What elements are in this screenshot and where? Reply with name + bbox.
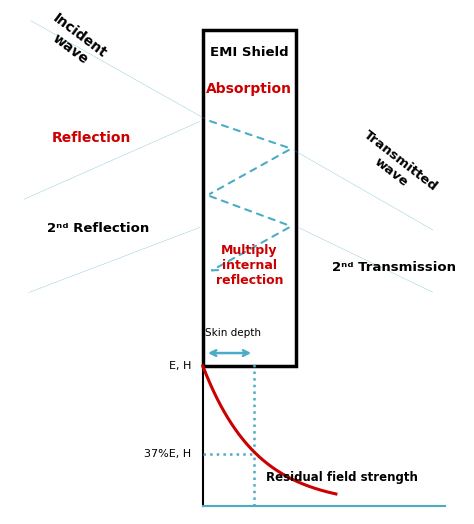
Text: Absorption: Absorption	[206, 82, 292, 96]
Text: 37%E, H: 37%E, H	[144, 449, 191, 460]
Bar	[203, 30, 296, 366]
Text: Skin depth: Skin depth	[205, 328, 261, 337]
Text: 2ⁿᵈ Reflection: 2ⁿᵈ Reflection	[47, 222, 149, 235]
Text: Transmitted
wave: Transmitted wave	[352, 128, 440, 205]
Text: Residual field strength: Residual field strength	[266, 471, 419, 484]
Text: E, H: E, H	[169, 361, 191, 371]
Text: Reflection: Reflection	[52, 132, 131, 145]
Text: EMI Shield: EMI Shield	[210, 47, 289, 59]
Text: Multiply
internal
reflection: Multiply internal reflection	[216, 244, 283, 287]
Text: Incident
wave: Incident wave	[40, 12, 109, 74]
Text: 2ⁿᵈ Transmission: 2ⁿᵈ Transmission	[331, 261, 456, 274]
